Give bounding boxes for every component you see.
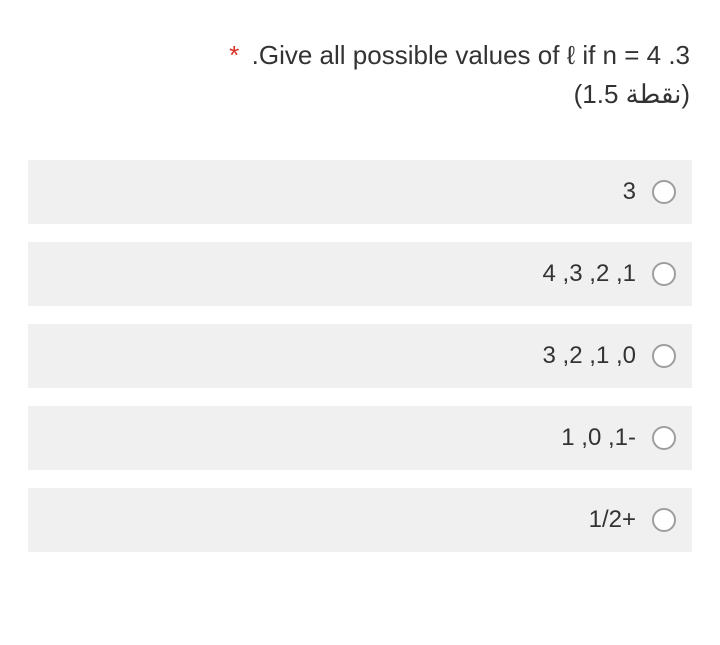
question-text: .Give all possible values of ℓ if n = 4 …	[252, 40, 690, 70]
options-container: 3 1, 2, 3, 4 0, 1, 2, 3 -1, 0, 1 +1/2	[28, 160, 692, 552]
radio-icon[interactable]	[652, 180, 676, 204]
option-label: 3	[623, 178, 636, 206]
option-row-5[interactable]: +1/2	[28, 488, 692, 552]
option-label: -1, 0, 1	[561, 424, 636, 452]
radio-icon[interactable]	[652, 344, 676, 368]
option-label: 0, 1, 2, 3	[543, 342, 636, 370]
required-asterisk: *	[229, 40, 239, 70]
option-row-3[interactable]: 0, 1, 2, 3	[28, 324, 692, 388]
option-label: 1, 2, 3, 4	[543, 260, 636, 288]
points-text: (1.5 نقطة)	[28, 79, 690, 110]
option-row-4[interactable]: -1, 0, 1	[28, 406, 692, 470]
option-row-1[interactable]: 3	[28, 160, 692, 224]
radio-icon[interactable]	[652, 262, 676, 286]
option-label: +1/2	[589, 506, 636, 534]
radio-icon[interactable]	[652, 426, 676, 450]
option-row-2[interactable]: 1, 2, 3, 4	[28, 242, 692, 306]
radio-icon[interactable]	[652, 508, 676, 532]
question-line: * .Give all possible values of ℓ if n = …	[28, 40, 690, 71]
question-header: * .Give all possible values of ℓ if n = …	[28, 40, 692, 110]
